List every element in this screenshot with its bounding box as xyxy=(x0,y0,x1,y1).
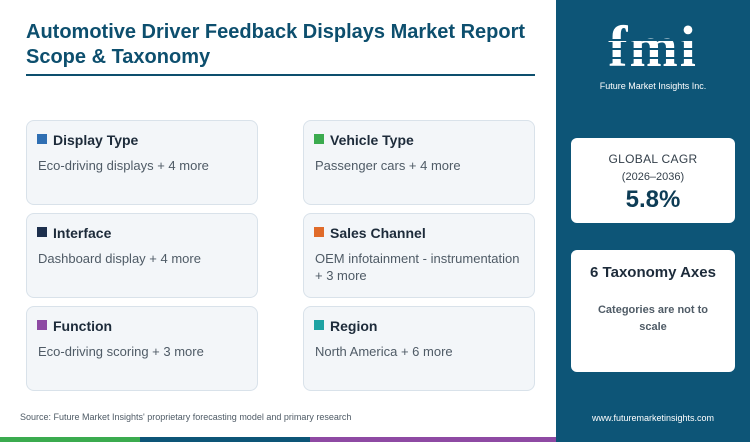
footer-stripe xyxy=(310,437,556,442)
card-title: Interface xyxy=(53,224,112,241)
footer-stripe xyxy=(140,437,310,442)
logo-tagline: Future Market Insights Inc. xyxy=(600,81,707,91)
square-icon xyxy=(314,133,324,144)
card-title: Vehicle Type xyxy=(330,131,414,148)
title-divider xyxy=(26,74,535,76)
card-sales-channel: Sales Channel OEM infotainment - instrum… xyxy=(303,213,535,298)
report-panel: Automotive Driver Feedback Displays Mark… xyxy=(0,21,556,442)
taxonomy-title: 6 Taxonomy Axes xyxy=(590,264,716,281)
card-interface: Interface Dashboard display + 4 more xyxy=(26,213,258,298)
card-summary: Eco-driving displays + 4 more xyxy=(38,158,209,173)
sidebar: fmi Future Market Insights Inc. GLOBAL C… xyxy=(556,0,750,442)
square-icon xyxy=(37,226,47,237)
square-icon xyxy=(37,133,47,144)
card-vehicle-type: Vehicle Type Passenger cars + 4 more xyxy=(303,120,535,205)
logo-wordmark: fmi xyxy=(608,14,698,79)
page-title: Automotive Driver Feedback Displays Mark… xyxy=(26,21,526,68)
square-icon xyxy=(37,319,47,330)
square-icon xyxy=(314,226,324,237)
footer-stripe xyxy=(0,437,140,442)
website-link[interactable]: www.futuremarketinsights.com xyxy=(591,413,715,423)
source-note: Source: Future Market Insights' propriet… xyxy=(20,412,352,422)
card-summary: North America + 6 more xyxy=(315,344,453,359)
cagr-period: (2026–2036) xyxy=(621,171,685,183)
card-summary: Dashboard display + 4 more xyxy=(38,251,201,266)
card-function: Function Eco-driving scoring + 3 more xyxy=(26,306,258,391)
taxonomy-note: Categories are not to scale xyxy=(597,304,709,333)
card-summary: Eco-driving scoring + 3 more xyxy=(38,344,204,359)
card-summary: Passenger cars + 4 more xyxy=(315,158,461,173)
card-title: Display Type xyxy=(53,131,139,148)
square-icon xyxy=(314,319,324,330)
card-region: Region North America + 6 more xyxy=(303,306,535,391)
cagr-value: 5.8% xyxy=(625,186,681,213)
cagr-label: GLOBAL CAGR xyxy=(608,152,698,166)
card-summary: OEM infotainment - instrumentation + 3 m… xyxy=(315,251,520,283)
card-display-type: Display Type Eco-driving displays + 4 mo… xyxy=(26,120,258,205)
fmi-logo: fmi Future Market Insights Inc. xyxy=(584,14,722,91)
cagr-box: GLOBAL CAGR (2026–2036) 5.8% xyxy=(571,138,735,223)
taxonomy-box: 6 Taxonomy Axes Categories are not to sc… xyxy=(571,250,735,372)
card-title: Function xyxy=(53,317,113,334)
card-title: Sales Channel xyxy=(330,224,426,241)
card-title: Region xyxy=(330,317,378,334)
